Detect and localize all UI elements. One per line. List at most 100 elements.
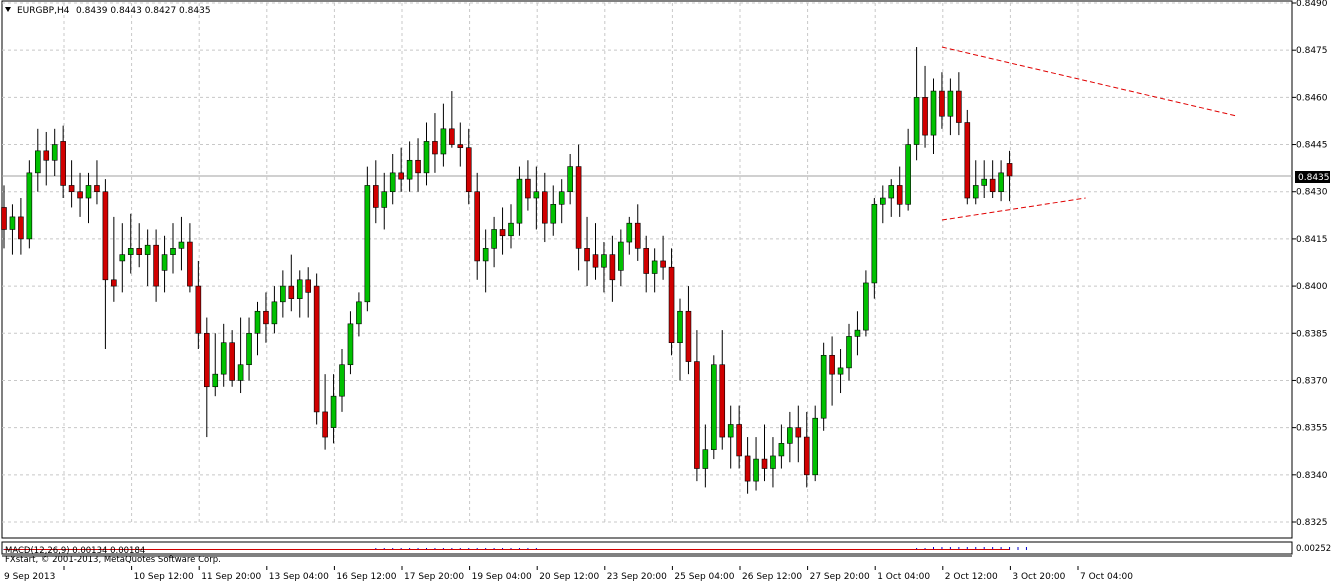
candle-body	[43, 150, 50, 161]
x-tick-label: 16 Sep 12:00	[336, 572, 396, 582]
candle-body	[854, 329, 861, 337]
macd-label: MACD(12,26,9) 0.00134 0.00184	[5, 546, 145, 556]
candle-body	[187, 241, 193, 287]
y-tick-label: 0.8400	[1296, 282, 1328, 292]
candle-body	[398, 172, 404, 180]
candle-body	[18, 216, 24, 240]
y-tick-label: 0.8430	[1296, 188, 1328, 198]
candle-body	[516, 178, 523, 224]
candle-body	[136, 248, 142, 255]
candle-body	[322, 411, 328, 438]
candle-body	[558, 191, 565, 205]
candle-body	[803, 436, 810, 476]
candle-body	[795, 427, 802, 438]
candle-body	[685, 310, 692, 362]
x-tick-label: 7 Oct 04:00	[1080, 572, 1133, 582]
y-tick-label: 0.8340	[1296, 471, 1328, 481]
triangle-down-icon[interactable]	[5, 7, 11, 12]
x-tick-label: 20 Sep 12:00	[539, 572, 599, 582]
candle-body	[296, 279, 303, 299]
symbol-label: EURGBP,H4	[17, 6, 70, 16]
candle-body	[474, 191, 481, 262]
candle-body	[432, 141, 438, 155]
candle-body	[525, 178, 531, 199]
candle-body	[246, 332, 252, 366]
y-tick-label: 0.8490	[1296, 0, 1328, 9]
candle-body	[508, 222, 514, 237]
candle-body	[989, 178, 996, 193]
candle-body	[144, 244, 151, 255]
y-tick-label: 0.8385	[1296, 329, 1328, 339]
candle-body	[964, 122, 971, 199]
candle-body	[237, 364, 244, 381]
candle-body	[584, 248, 590, 262]
candle-body	[229, 342, 235, 381]
candle-body	[744, 455, 751, 482]
candle-body	[254, 310, 261, 334]
candle-body	[761, 458, 768, 469]
y-tick-label: 0.8415	[1296, 235, 1328, 245]
candle-body	[651, 260, 658, 274]
candle-body	[161, 254, 168, 271]
candle-body	[85, 185, 92, 199]
candle-body	[896, 185, 903, 205]
candle-body	[922, 97, 928, 136]
candle-body	[660, 260, 666, 268]
candle-body	[127, 248, 134, 255]
candle-body	[575, 166, 582, 249]
candle-body	[330, 395, 337, 428]
candle-body	[111, 279, 117, 287]
candle-body	[271, 301, 278, 325]
candle-body	[787, 427, 793, 444]
candle-body	[609, 254, 616, 281]
candle-body	[888, 185, 895, 199]
candle-body	[119, 254, 126, 262]
candle-body	[195, 285, 202, 334]
candle-body	[499, 229, 506, 237]
candle-body	[710, 364, 717, 450]
candle-body	[406, 159, 413, 180]
x-tick-label: 11 Sep 20:00	[201, 572, 261, 582]
candle-body	[972, 185, 979, 199]
candle-body	[372, 185, 379, 208]
price-axis: 0.8490 0.8475 0.8460 0.8445 0.8430 0.8415 0.84…	[1292, 0, 1328, 528]
candle-body	[770, 455, 776, 469]
candle-body	[347, 323, 354, 366]
candle-body	[288, 285, 295, 299]
candle-body	[356, 301, 362, 325]
x-tick-label: 19 Sep 04:00	[472, 572, 532, 582]
candle-body	[601, 254, 607, 268]
candle-body	[449, 128, 455, 145]
candle-body	[423, 141, 430, 174]
candle-body	[956, 90, 962, 123]
candle-body	[668, 266, 675, 344]
chart-header: EURGBP,H4 0.8439 0.8443 0.8427 0.8435	[5, 6, 211, 16]
candle-body	[820, 354, 827, 419]
candle-body	[778, 443, 785, 457]
x-tick-label: 26 Sep 12:00	[742, 572, 802, 582]
candle-body	[863, 282, 869, 331]
candle-body	[170, 248, 176, 255]
candle-body	[415, 159, 421, 174]
candle-body	[153, 244, 159, 287]
current-price-label: 0.8435	[1298, 173, 1330, 183]
x-tick-label: 13 Sep 04:00	[269, 572, 329, 582]
candle-body	[26, 172, 33, 240]
candle-body	[9, 216, 16, 230]
candle-body	[305, 279, 312, 293]
x-tick-label: 3 Oct 20:00	[1012, 572, 1065, 582]
candle-body	[913, 97, 920, 145]
candle-body	[280, 285, 286, 303]
x-tick-label: 25 Sep 04:00	[674, 572, 734, 582]
candle-body	[457, 144, 464, 148]
candle-body	[541, 191, 548, 224]
candle-body	[592, 254, 599, 268]
candle-body	[465, 147, 472, 193]
time-axis: 9 Sep 2013 10 Sep 12:00 11 Sep 20:00 13 Sep…	[4, 566, 1133, 582]
candle-body	[905, 144, 911, 205]
candle-body	[727, 424, 734, 438]
candle-body	[533, 191, 540, 199]
y-tick-label: 0.8355	[1296, 424, 1328, 434]
candle-body	[60, 141, 66, 186]
candle-body	[339, 364, 345, 397]
